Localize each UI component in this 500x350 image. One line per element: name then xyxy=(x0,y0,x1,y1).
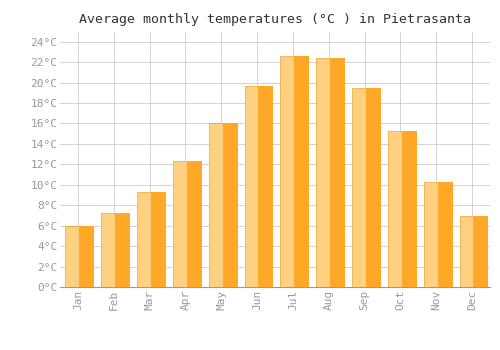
Bar xyxy=(330,58,345,287)
Bar xyxy=(294,56,309,287)
Bar xyxy=(186,161,202,287)
Bar xyxy=(366,88,381,287)
Bar xyxy=(151,192,166,287)
Bar xyxy=(460,217,484,287)
Bar xyxy=(101,214,126,287)
Bar xyxy=(402,131,416,287)
Bar xyxy=(208,124,234,287)
Bar xyxy=(438,182,452,287)
Bar xyxy=(66,226,90,287)
Bar xyxy=(137,192,162,287)
Bar xyxy=(424,182,449,287)
Bar xyxy=(173,161,198,287)
Bar xyxy=(474,217,488,287)
Bar xyxy=(352,88,377,287)
Bar xyxy=(280,56,305,287)
Bar xyxy=(244,86,270,287)
Title: Average monthly temperatures (°C ) in Pietrasanta: Average monthly temperatures (°C ) in Pi… xyxy=(79,13,471,26)
Bar xyxy=(115,214,130,287)
Bar xyxy=(79,226,94,287)
Bar xyxy=(222,124,238,287)
Bar xyxy=(316,58,342,287)
Bar xyxy=(388,131,413,287)
Bar xyxy=(258,86,274,287)
